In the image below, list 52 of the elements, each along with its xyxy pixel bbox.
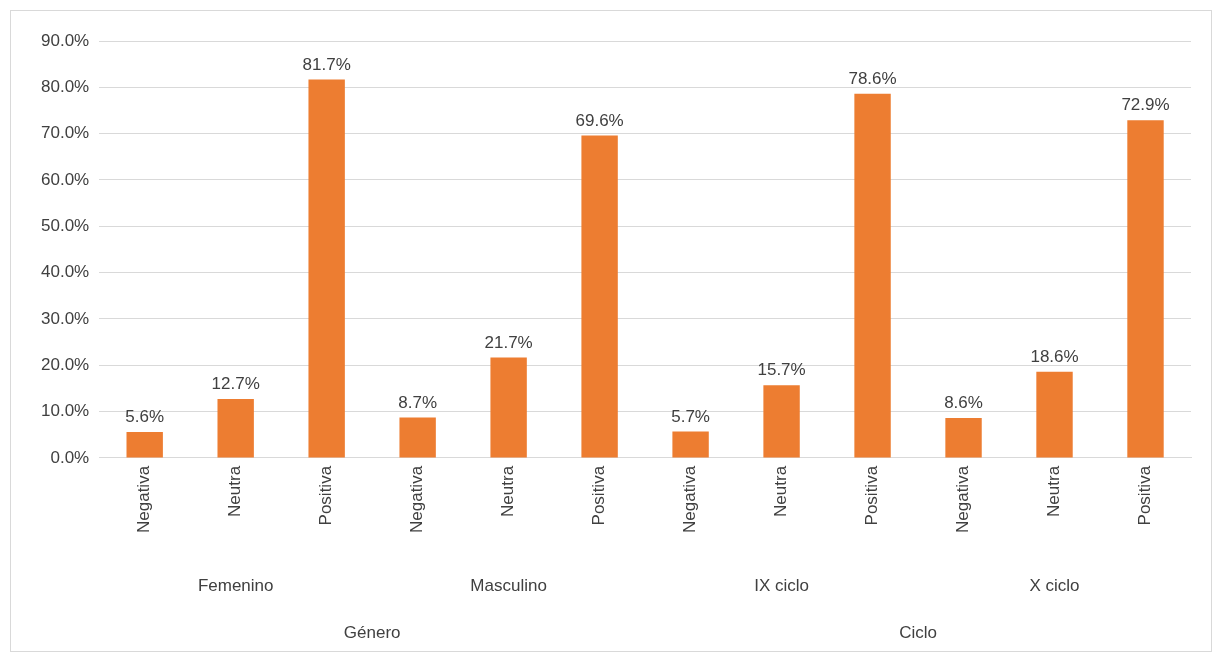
y-tick-label: 40.0% bbox=[41, 262, 90, 282]
x-tick-label: Neutra bbox=[1044, 465, 1064, 517]
y-tick-label: 90.0% bbox=[41, 30, 90, 50]
data-label: 15.7% bbox=[757, 360, 806, 380]
text: Femenino bbox=[197, 575, 274, 595]
data-label: 12.7% bbox=[211, 374, 260, 394]
data-label: 72.9% bbox=[1121, 95, 1170, 115]
bar bbox=[1127, 120, 1164, 458]
data-label: 8.7% bbox=[398, 392, 438, 412]
data-label: 78.6% bbox=[848, 69, 897, 88]
bar bbox=[1036, 371, 1073, 458]
data-label: 81.7% bbox=[302, 54, 351, 74]
x-tick-label: Positiva bbox=[1135, 465, 1155, 526]
data-label: 5.6% bbox=[125, 407, 165, 427]
data-label: 8.6% bbox=[944, 393, 983, 413]
text: X ciclo bbox=[1029, 575, 1080, 595]
x-tick-label: Neutra bbox=[225, 465, 245, 517]
text: Masculino bbox=[470, 575, 547, 595]
y-tick-label: 70.0% bbox=[41, 123, 90, 143]
y-tick-label: 30.0% bbox=[41, 308, 90, 328]
text: IX ciclo bbox=[754, 575, 809, 595]
y-tick-label: 80.0% bbox=[41, 77, 90, 97]
bar bbox=[490, 357, 527, 458]
y-tick-label: 20.0% bbox=[41, 354, 90, 374]
bar bbox=[763, 385, 800, 458]
bar bbox=[217, 399, 254, 458]
x-tick-label: Negativa bbox=[407, 465, 427, 534]
y-tick-label: 0.0% bbox=[50, 447, 90, 467]
text: Género bbox=[343, 622, 401, 642]
x-tick-label: Negativa bbox=[953, 465, 973, 534]
bar bbox=[672, 431, 709, 458]
x-tick-label: Negativa bbox=[134, 465, 154, 534]
x-tick-label: Positiva bbox=[316, 465, 336, 526]
data-label: 69.6% bbox=[575, 110, 624, 130]
bar bbox=[581, 135, 618, 458]
data-label: 18.6% bbox=[1030, 346, 1079, 366]
y-tick-label: 60.0% bbox=[41, 169, 90, 189]
x-tick-label: Positiva bbox=[589, 465, 609, 526]
x-tick-label: Negativa bbox=[680, 465, 700, 534]
x-tick-label: Neutra bbox=[498, 465, 518, 517]
data-label: 21.7% bbox=[484, 332, 533, 352]
data-label: 5.7% bbox=[671, 406, 710, 426]
bar bbox=[854, 93, 891, 458]
bar bbox=[399, 417, 436, 458]
x-tick-label: Neutra bbox=[771, 465, 791, 517]
bar bbox=[945, 418, 982, 458]
y-tick-label: 50.0% bbox=[41, 215, 90, 235]
bar bbox=[126, 431, 163, 458]
x-tick-label: Positiva bbox=[862, 465, 882, 526]
y-tick-label: 10.0% bbox=[41, 401, 90, 421]
text: Ciclo bbox=[899, 622, 937, 642]
bar bbox=[308, 79, 345, 458]
